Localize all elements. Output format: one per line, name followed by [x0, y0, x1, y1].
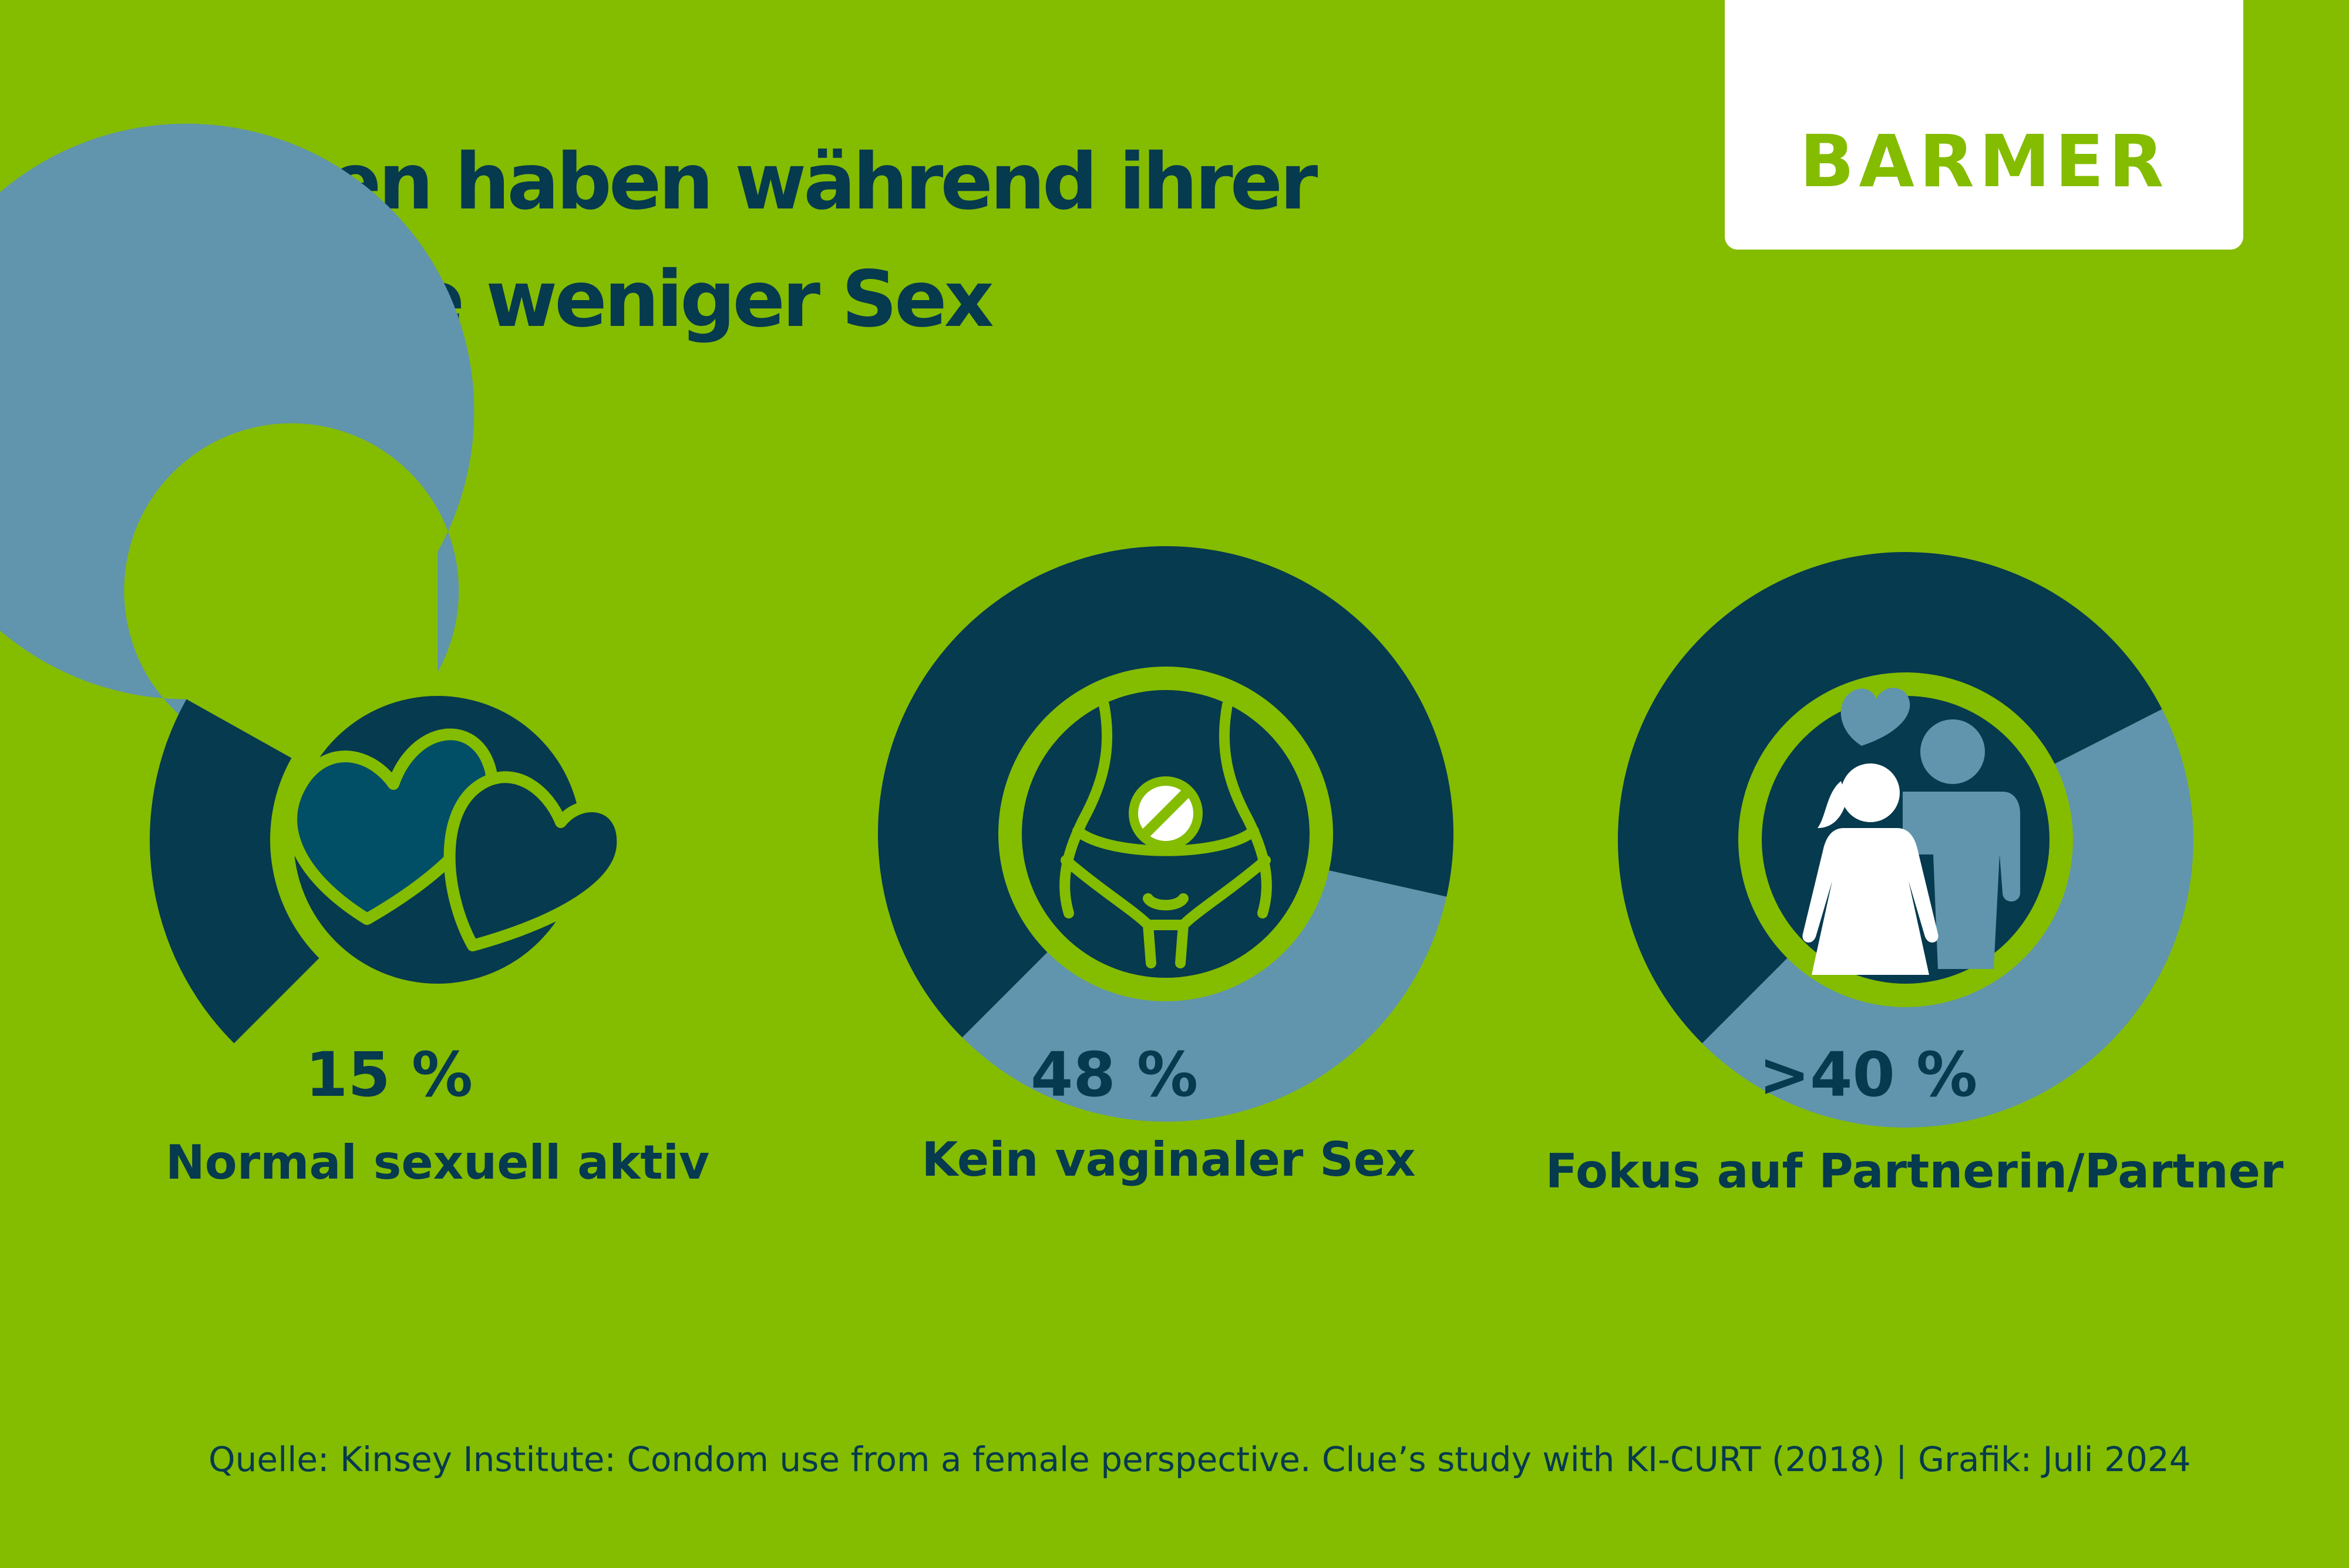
- category-label-2: Kein vaginaler Sex: [921, 1132, 1416, 1187]
- category-label-1: Normal sexuell aktiv: [165, 1135, 710, 1190]
- source-note: Quelle: Kinsey Institute: Condom use fro…: [208, 1439, 2191, 1479]
- barmer-logo: BARMER: [1725, 0, 2243, 250]
- value-label-3: >40 %: [1759, 1039, 1978, 1111]
- hearts-icon: [285, 728, 629, 951]
- gauge-track-1: [0, 123, 474, 758]
- gauge-value-2: [877, 546, 1453, 1038]
- gauge-group: [0, 123, 2193, 1128]
- logo-text: BARMER: [1799, 120, 2169, 203]
- value-label-1: 15 %: [305, 1039, 473, 1111]
- value-label-2: 48 %: [1031, 1039, 1199, 1111]
- gauge-value-1: [149, 699, 319, 1044]
- category-label-3: Fokus auf Partnerin/Partner: [1545, 1144, 2284, 1199]
- couple-icon: [1802, 688, 2020, 975]
- no-vaginal-sex-icon: [1059, 699, 1272, 968]
- gauge-value-3: [1618, 552, 2162, 1044]
